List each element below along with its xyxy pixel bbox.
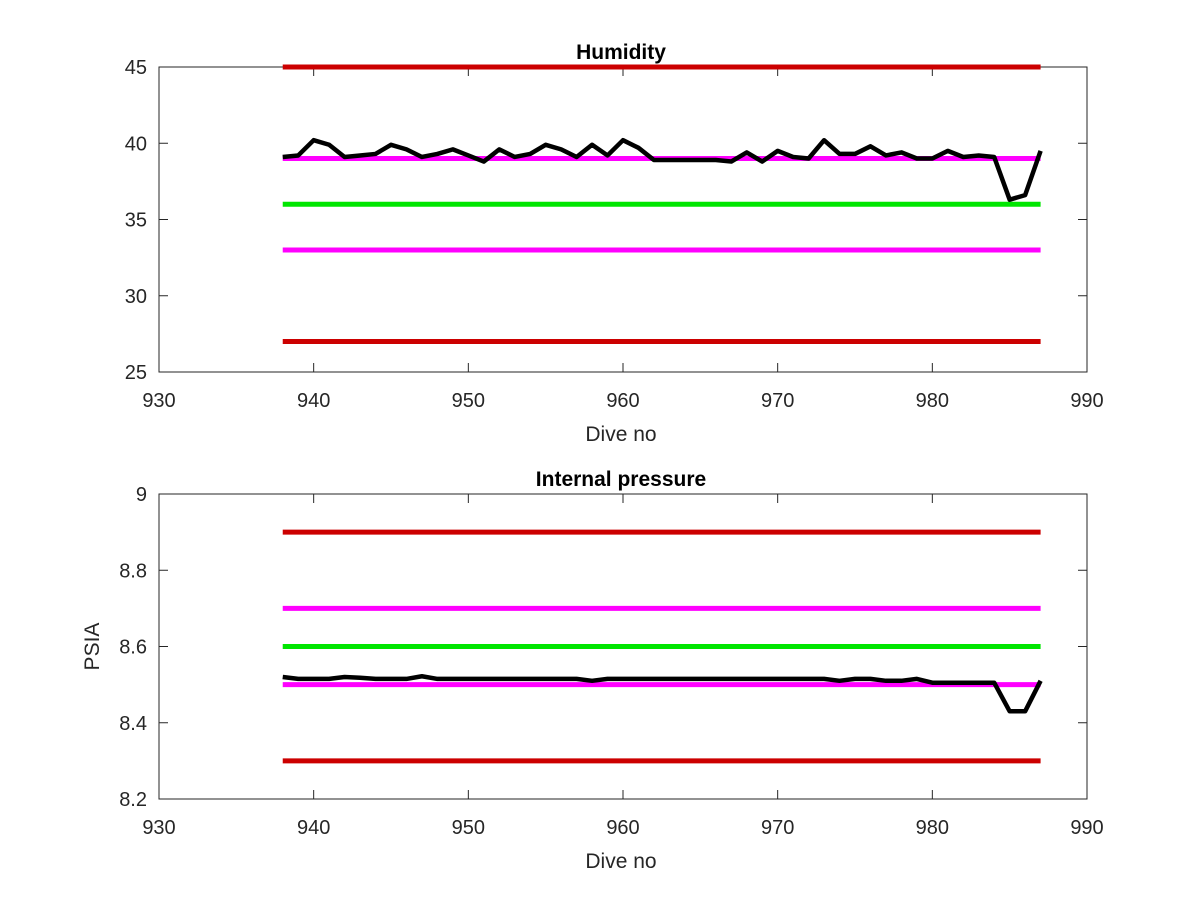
humidity-y-tick-label: 35: [125, 210, 147, 232]
internal-pressure-y-tick-label: 8.6: [119, 637, 147, 659]
internal-pressure-x-tick-label: 940: [297, 817, 330, 839]
humidity-x-tick-label: 960: [606, 390, 639, 412]
humidity-y-tick-label: 30: [125, 286, 147, 308]
internal-pressure-plot: 930 940 950 960 970 980 990 8.2 8.4 8.6 8.8 9 Intern…: [81, 468, 1104, 873]
humidity-chart-title: Humidity: [576, 41, 666, 64]
humidity-y-tick-label: 45: [125, 57, 147, 79]
humidity-y-tick-label: 25: [125, 362, 147, 384]
internal-pressure-y-tick-label: 9: [136, 484, 147, 506]
humidity-x-axis-label: Dive no: [585, 423, 656, 446]
internal-pressure-x-axis-label: Dive no: [585, 850, 656, 873]
internal-pressure-x-tick-label: 980: [916, 817, 949, 839]
internal-pressure-y-axis-label: PSIA: [81, 623, 104, 671]
humidity-x-tick-label: 950: [452, 390, 485, 412]
humidity-x-tick-label: 940: [297, 390, 330, 412]
internal-pressure-chart-title: Internal pressure: [536, 468, 706, 491]
internal-pressure-x-tick-label: 960: [606, 817, 639, 839]
humidity-x-tick-label: 990: [1070, 390, 1103, 412]
internal-pressure-x-tick-label: 970: [761, 817, 794, 839]
internal-pressure-x-tick-label: 930: [142, 817, 175, 839]
humidity-axes-frame: [159, 67, 1087, 372]
humidity-x-tick-label: 930: [142, 390, 175, 412]
internal-pressure-y-tick-label: 8.4: [119, 713, 147, 735]
humidity-plot: 930 940 950 960 970 980 990 25 30 35 40 45 Humidity D…: [125, 41, 1104, 446]
humidity-y-tick-label: 40: [125, 133, 147, 155]
humidity-x-tick-label: 970: [761, 390, 794, 412]
internal-pressure-x-tick-label: 990: [1070, 817, 1103, 839]
internal-pressure-y-tick-label: 8.8: [119, 560, 147, 582]
humidity-x-tick-label: 980: [916, 390, 949, 412]
internal-pressure-x-tick-label: 950: [452, 817, 485, 839]
internal-pressure-y-tick-label: 8.2: [119, 789, 147, 811]
